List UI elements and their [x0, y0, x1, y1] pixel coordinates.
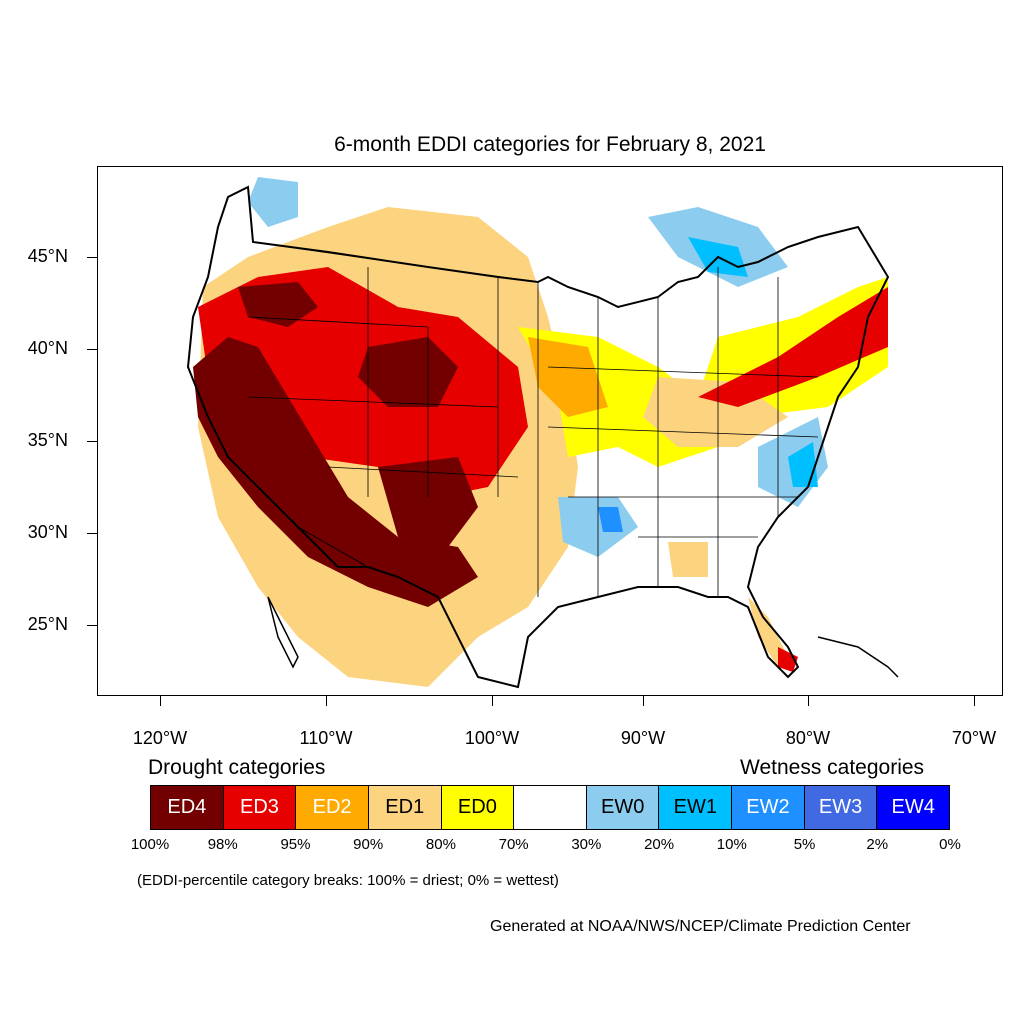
lon-tick	[160, 696, 161, 706]
legend-cell-neutral	[514, 786, 587, 829]
legend-cell-ed2: ED2	[296, 786, 369, 829]
legend-cell-ew2: EW2	[732, 786, 805, 829]
region-ed4-northwest	[238, 282, 318, 327]
lon-tick	[643, 696, 644, 706]
lat-label-45: 45°N	[27, 246, 68, 266]
lat-label-35: 35°N	[27, 430, 68, 450]
credit-line: Generated at NOAA/NWS/NCEP/Climate Predi…	[490, 918, 911, 935]
lat-tick	[87, 533, 97, 534]
lon-label-110: 110°W	[299, 728, 353, 748]
wetness-categories-title: Wetness categories	[740, 756, 925, 779]
region-ew2-arkansas	[598, 507, 623, 532]
legend-break-label: 5%	[793, 836, 816, 853]
legend-cell-ew1: EW1	[659, 786, 733, 829]
legend-break-label: 100%	[130, 836, 170, 853]
legend-break-label: 90%	[353, 836, 384, 853]
region-ed3-northeast	[698, 287, 888, 407]
region-ed4-california	[193, 337, 478, 607]
lon-tick	[974, 696, 975, 706]
region-ed3-florida	[778, 647, 798, 672]
legend-cell-ed0: ED0	[441, 786, 515, 829]
legend-break-label: 2%	[866, 836, 889, 853]
lat-label-40: 40°N	[27, 338, 68, 358]
map-canvas	[186, 177, 899, 689]
lon-tick	[808, 696, 809, 706]
category-shading	[193, 177, 888, 687]
lat-label-25: 25°N	[27, 614, 68, 634]
legend-break-label: 70%	[498, 836, 529, 853]
drought-categories-title: Drought categories	[148, 756, 326, 779]
category-note: (EDDI-percentile category breaks: 100% =…	[137, 872, 559, 889]
region-ew0-pacific-nw	[248, 177, 298, 227]
lat-tick	[87, 349, 97, 350]
legend-break-label: 98%	[207, 836, 238, 853]
legend-cell-ed3: ED3	[223, 786, 297, 829]
lon-tick	[492, 696, 493, 706]
lat-label-30: 30°N	[27, 522, 68, 542]
legend-cell-ew4: EW4	[877, 786, 950, 829]
lat-tick	[87, 257, 97, 258]
region-ed1-alabama	[668, 542, 708, 577]
eddi-map	[97, 166, 1003, 696]
lat-tick	[87, 625, 97, 626]
lon-label-80: 80°W	[785, 728, 831, 748]
lon-label-90: 90°W	[620, 728, 666, 748]
lon-label-100: 100°W	[464, 728, 520, 748]
region-ed2-plains	[528, 337, 608, 417]
legend-break-label: 95%	[280, 836, 311, 853]
region-ew1-southeast	[788, 442, 818, 487]
boundaries	[186, 185, 899, 689]
baja-california	[267, 596, 299, 669]
legend-break-label: 80%	[425, 836, 456, 853]
category-legend: ED4 ED3 ED2 ED1 ED0 EW0 EW1 EW2 EW3 EW4	[150, 785, 950, 830]
legend-cell-ed4: ED4	[151, 786, 224, 829]
region-ed4-southernrockies	[378, 457, 478, 547]
legend-break-label: 20%	[644, 836, 675, 853]
legend-break-label: 10%	[716, 836, 747, 853]
region-ed4-rockies	[358, 337, 458, 407]
lon-label-120: 120°W	[132, 728, 188, 748]
legend-break-label: 0%	[939, 836, 961, 853]
border-mexico	[297, 526, 439, 598]
legend-break-label: 30%	[571, 836, 602, 853]
border-canada	[252, 241, 539, 283]
map-title: 6-month EDDI categories for February 8, …	[334, 133, 766, 156]
legend-cell-ew3: EW3	[804, 786, 878, 829]
legend-cell-ed1: ED1	[368, 786, 442, 829]
lon-tick	[326, 696, 327, 706]
legend-cell-ew0: EW0	[586, 786, 660, 829]
lon-label-70: 70°W	[951, 728, 997, 748]
cuba	[817, 636, 899, 678]
state-lines	[247, 267, 819, 597]
lat-tick	[87, 441, 97, 442]
